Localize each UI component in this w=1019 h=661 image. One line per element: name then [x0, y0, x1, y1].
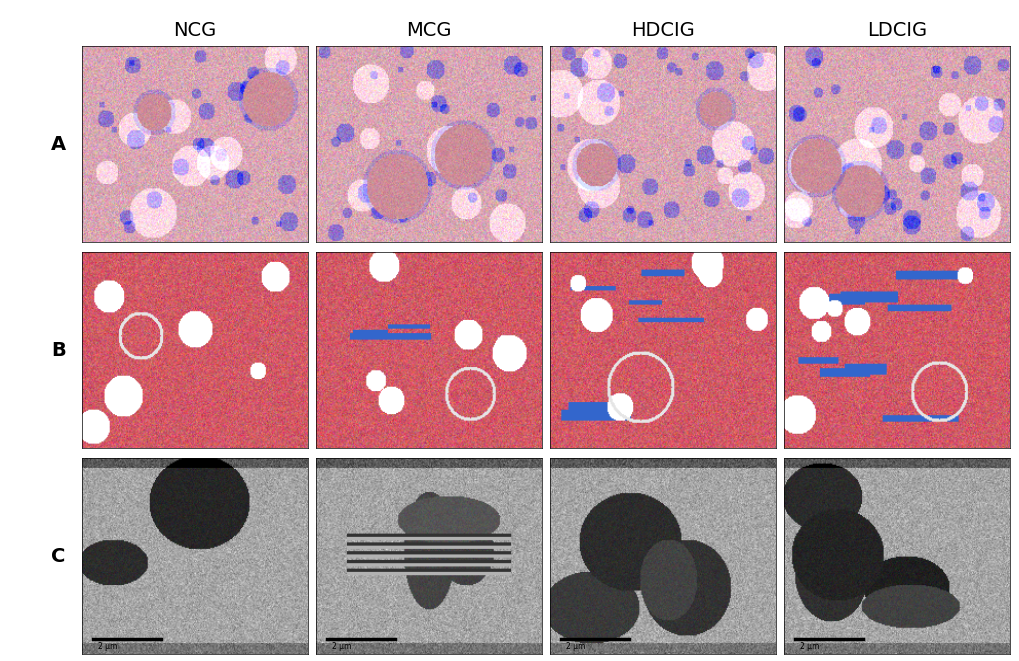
Text: MCG: MCG: [406, 20, 451, 40]
Text: 2 μm: 2 μm: [332, 642, 352, 651]
Text: 2 μm: 2 μm: [98, 642, 117, 651]
Text: HDCIG: HDCIG: [630, 20, 694, 40]
Text: 2 μm: 2 μm: [566, 642, 585, 651]
Text: C: C: [51, 547, 66, 566]
Text: A: A: [51, 135, 66, 154]
Text: LDCIG: LDCIG: [866, 20, 926, 40]
Text: NCG: NCG: [173, 20, 216, 40]
Text: 2 μm: 2 μm: [800, 642, 819, 651]
Text: B: B: [51, 341, 66, 360]
